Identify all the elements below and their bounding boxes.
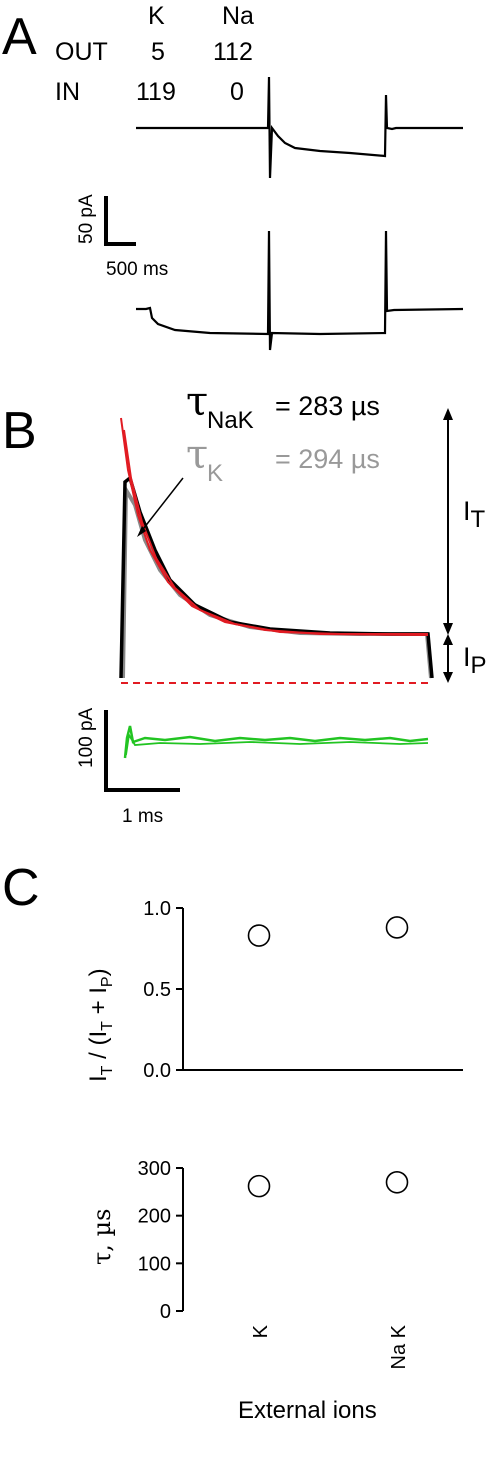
tau-k-value: = 294 µs	[275, 444, 380, 474]
tau-nak-symbol: τ	[186, 379, 208, 425]
pointer-arrow-line	[139, 477, 184, 534]
tau-k-symbol: τ	[186, 432, 208, 478]
chart2-ytick-label-1: 100	[138, 1253, 171, 1275]
row-out-na: 112	[213, 38, 253, 66]
scale-bar-b	[104, 710, 180, 792]
panel-a: A K Na OUT 5 112 IN 119 0 50 pA 500 ms	[2, 2, 464, 351]
panel-b: B τ NaK = 283 µs τ K = 294 µs IT	[2, 379, 487, 827]
header-k: K	[148, 2, 165, 30]
chart2-point-0	[247, 1174, 271, 1198]
ip-arrow	[443, 634, 453, 683]
chart2-point-1	[385, 1171, 409, 1194]
scale-bar-a	[104, 196, 136, 246]
scale-b-x-label: 1 ms	[122, 806, 163, 827]
header-na: Na	[222, 2, 254, 30]
chart1-y-label: IT / (IT + IP)	[85, 968, 116, 1082]
panel-c: C 0.0 0.5 1.0 IT / (IT + IP) 0 100 200 300 τ,…	[2, 859, 463, 1424]
row-in-label: IN	[55, 78, 80, 106]
row-in-k: 119	[136, 78, 176, 106]
trace-a-upper	[136, 76, 463, 179]
row-in-na: 0	[230, 78, 244, 106]
chart2-ytick-label-3: 300	[138, 1158, 171, 1180]
panel-c-label: C	[2, 859, 40, 917]
chart2-ytick-label-2: 200	[138, 1206, 171, 1228]
scale-a-x-label: 500 ms	[106, 259, 168, 280]
chart1-ytick-label-0: 0.0	[143, 1060, 171, 1082]
tau-k-sub: K	[207, 460, 223, 487]
tau-nak-sub: NaK	[207, 407, 254, 434]
chart-ratio: 0.0 0.5 1.0 IT / (IT + IP)	[85, 898, 463, 1082]
chart2-xtick-label-1: Na K	[388, 1324, 410, 1369]
fit-k	[123, 429, 428, 635]
chart1-point-1	[385, 916, 409, 939]
row-out-k: 5	[151, 38, 165, 66]
it-label: IT	[463, 496, 486, 533]
chart2-ytick-label-0: 0	[160, 1301, 171, 1323]
residual-trace-2	[125, 732, 429, 756]
row-out-label: OUT	[55, 38, 108, 66]
chart2-xtick-label-0: K	[250, 1324, 272, 1338]
pointer-arrow-head	[137, 526, 146, 537]
chart1-point-0	[247, 924, 271, 947]
residual-trace	[123, 725, 429, 759]
chart1-ytick-label-1: 0.5	[143, 979, 171, 1001]
scale-b-y-label: 100 pA	[76, 707, 97, 768]
chart1-ytick-label-2: 1.0	[143, 898, 171, 920]
chart2-x-label: External ions	[238, 1397, 377, 1424]
chart-tau: 0 100 200 300 τ, µs K Na K External ions	[88, 1158, 410, 1424]
trace-a-lower	[136, 230, 464, 351]
ip-label: IP	[463, 642, 487, 679]
panel-b-label: B	[2, 402, 37, 460]
panel-a-label: A	[2, 8, 37, 66]
fit-label-k: τ K = 294 µs	[186, 432, 380, 487]
it-arrow	[443, 408, 453, 635]
fit-label-nak: τ NaK = 283 µs	[186, 379, 380, 434]
scale-a-y-label: 50 pA	[76, 194, 97, 244]
chart2-y-label: τ, µs	[88, 1209, 116, 1265]
tau-nak-value: = 283 µs	[275, 391, 380, 421]
